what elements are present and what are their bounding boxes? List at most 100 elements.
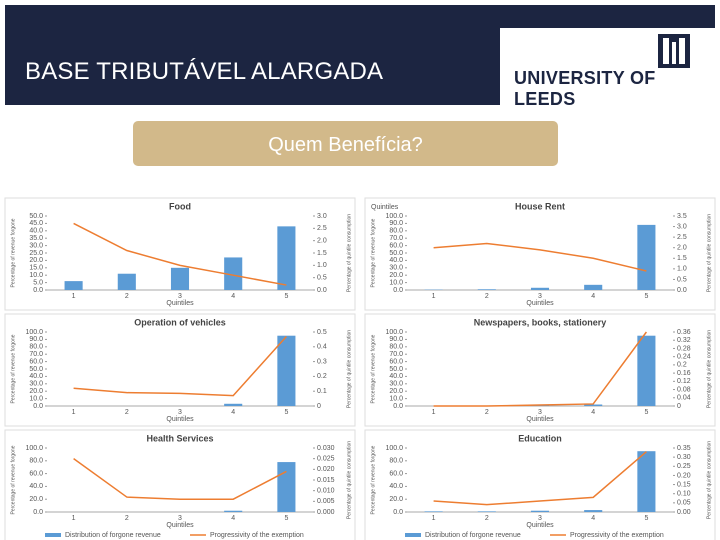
chart-title: Education <box>518 433 562 443</box>
y-tick-label: 30.0 <box>29 381 43 388</box>
annotation: Quintiles <box>371 204 399 211</box>
x-tick-label: 1 <box>72 409 76 416</box>
y-tick-label: 60.0 <box>389 242 403 249</box>
y2-tick-label: 1.5 <box>317 250 327 257</box>
y2-tick-label: 0.0 <box>677 287 687 294</box>
x-tick-label: 1 <box>72 515 76 522</box>
x-tick-label: 3 <box>538 293 542 300</box>
bar <box>224 257 243 290</box>
y-tick-label: 50.0 <box>29 366 43 373</box>
y-tick-label: 10.0 <box>389 395 403 402</box>
y2-tick-label: 0.1 <box>317 388 327 395</box>
legend-label: Progressivity of the exemption <box>210 532 304 539</box>
x-tick-label: 2 <box>485 293 489 300</box>
y2-tick-label: 0.015 <box>317 477 335 484</box>
y-tick-label: 25.0 <box>29 250 43 257</box>
x-tick-label: 2 <box>485 409 489 416</box>
y2-tick-label: 0.030 <box>317 445 335 452</box>
y2-tick-label: 2.5 <box>677 234 687 241</box>
y-tick-label: 80.0 <box>29 458 43 465</box>
x-tick-label: 4 <box>591 409 595 416</box>
y2-axis-label: Percentage of quintile consumption <box>706 214 712 292</box>
chart-title: Food <box>169 201 191 211</box>
chart-title: Operation of vehicles <box>134 317 226 327</box>
x-tick-label: 2 <box>125 293 129 300</box>
y-tick-label: 70.0 <box>29 351 43 358</box>
bar <box>424 511 443 512</box>
y-tick-label: 100.0 <box>25 445 43 452</box>
y2-tick-label: 0 <box>317 403 321 410</box>
y-tick-label: 80.0 <box>389 344 403 351</box>
bar <box>277 226 296 290</box>
y-tick-label: 20.0 <box>29 496 43 503</box>
y-tick-label: 100.0 <box>25 329 43 336</box>
x-tick-label: 3 <box>178 515 182 522</box>
y-tick-label: 50.0 <box>389 250 403 257</box>
bar <box>530 510 550 512</box>
y2-axis-label: Percentage of quintile consumption <box>706 441 712 519</box>
line-series <box>73 335 287 397</box>
y-tick-label: 90.0 <box>389 220 403 227</box>
y2-tick-label: 0.08 <box>677 386 691 393</box>
x-tick-label: 5 <box>644 293 648 300</box>
line-series <box>433 331 648 407</box>
y2-tick-label: 0.00 <box>677 509 691 516</box>
y2-tick-label: 0.000 <box>317 509 335 516</box>
x-tick-label: 5 <box>284 409 288 416</box>
y-tick-label: 20.0 <box>389 388 403 395</box>
y-tick-label: 60.0 <box>29 358 43 365</box>
x-tick-label: 4 <box>231 293 235 300</box>
x-tick-label: 4 <box>231 409 235 416</box>
y2-tick-label: 1.0 <box>317 262 327 269</box>
y-tick-label: 40.0 <box>29 228 43 235</box>
y-tick-label: 70.0 <box>389 235 403 242</box>
y2-tick-label: 0.10 <box>677 491 691 498</box>
chart-title: Newspapers, books, stationery <box>474 317 607 327</box>
line-series <box>433 242 647 272</box>
chart-frame <box>4 313 356 427</box>
logo-text: UNIVERSITY OF LEEDS <box>514 68 656 109</box>
x-axis-label: Quintiles <box>166 300 194 307</box>
y2-tick-label: 1.0 <box>677 266 687 273</box>
y-tick-label: 15.0 <box>29 265 43 272</box>
y2-tick-label: 0.35 <box>677 445 691 452</box>
y-tick-label: 100.0 <box>385 329 403 336</box>
y-tick-label: 0.0 <box>33 287 43 294</box>
bar <box>277 335 296 406</box>
x-axis-label: Quintiles <box>526 300 554 307</box>
y-tick-label: 50.0 <box>29 213 43 220</box>
y2-tick-label: 0.010 <box>317 488 335 495</box>
y2-tick-label: 0.32 <box>677 337 691 344</box>
y2-tick-label: 0.5 <box>677 276 687 283</box>
y2-tick-label: 0.04 <box>677 395 691 402</box>
y2-tick-label: 0 <box>677 403 681 410</box>
y-tick-label: 40.0 <box>389 483 403 490</box>
subtitle-button[interactable]: Quem Benefícia? <box>133 121 558 166</box>
chart-frame <box>4 197 356 311</box>
y2-tick-label: 0.020 <box>317 466 335 473</box>
y2-axis-label: Percentage of quintile consumption <box>346 441 352 519</box>
y2-axis-label: Percentage of quintile consumption <box>346 214 352 292</box>
y2-tick-label: 0.16 <box>677 370 691 377</box>
legend-swatch <box>45 533 61 537</box>
y-tick-label: 40.0 <box>389 373 403 380</box>
bar <box>277 462 296 512</box>
y-tick-label: 50.0 <box>389 366 403 373</box>
y2-tick-label: 0.3 <box>317 358 327 365</box>
x-tick-label: 2 <box>125 409 129 416</box>
y2-tick-label: 0.5 <box>317 275 327 282</box>
y2-tick-label: 3.0 <box>677 223 687 230</box>
y-tick-label: 30.0 <box>389 265 403 272</box>
y-tick-label: 0.0 <box>393 403 403 410</box>
y2-tick-label: 2.0 <box>317 238 327 245</box>
line-series <box>433 451 647 506</box>
x-tick-label: 4 <box>591 293 595 300</box>
y2-axis-label: Percentage of quintile consumption <box>706 330 712 408</box>
bar <box>584 404 603 406</box>
legend-label: Distribution of forgone revenue <box>65 532 161 539</box>
y2-tick-label: 0.025 <box>317 456 335 463</box>
y-tick-label: 0.0 <box>33 403 43 410</box>
y-tick-label: 20.0 <box>29 257 43 264</box>
y-tick-label: 40.0 <box>29 373 43 380</box>
